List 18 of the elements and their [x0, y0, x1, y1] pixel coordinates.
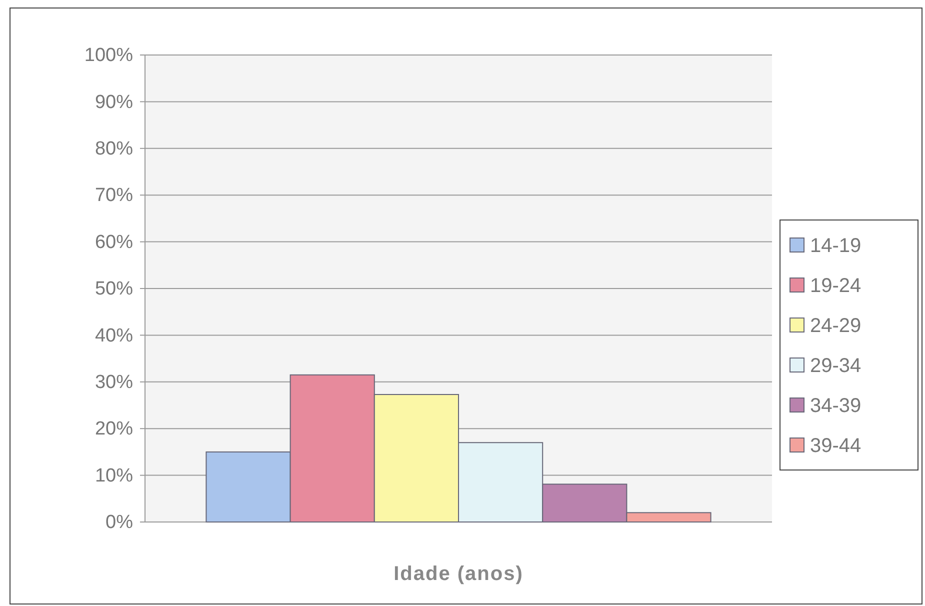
legend-label: 14-19	[810, 235, 862, 257]
y-tick-label: 40%	[94, 325, 134, 346]
y-tick-label: 50%	[94, 278, 134, 300]
legend-label: 19-24	[810, 275, 862, 297]
y-tick-label: 100%	[84, 45, 134, 66]
x-axis-title: Idade (anos)	[394, 563, 524, 585]
y-tick-label: 0%	[106, 512, 134, 534]
y-tick-label: 60%	[94, 232, 134, 253]
legend-label: 29-34	[810, 355, 862, 377]
y-tick-label: 20%	[94, 418, 134, 440]
legend-label: 39-44	[810, 435, 862, 457]
y-tick-label: 90%	[94, 92, 134, 113]
y-tick-label: 30%	[94, 372, 134, 393]
y-tick-label: 10%	[94, 465, 134, 486]
legend-label: 34-39	[810, 395, 862, 417]
y-tick-label: 70%	[94, 185, 134, 206]
y-tick-label: 80%	[94, 138, 134, 160]
legend-label: 24-29	[810, 315, 862, 337]
